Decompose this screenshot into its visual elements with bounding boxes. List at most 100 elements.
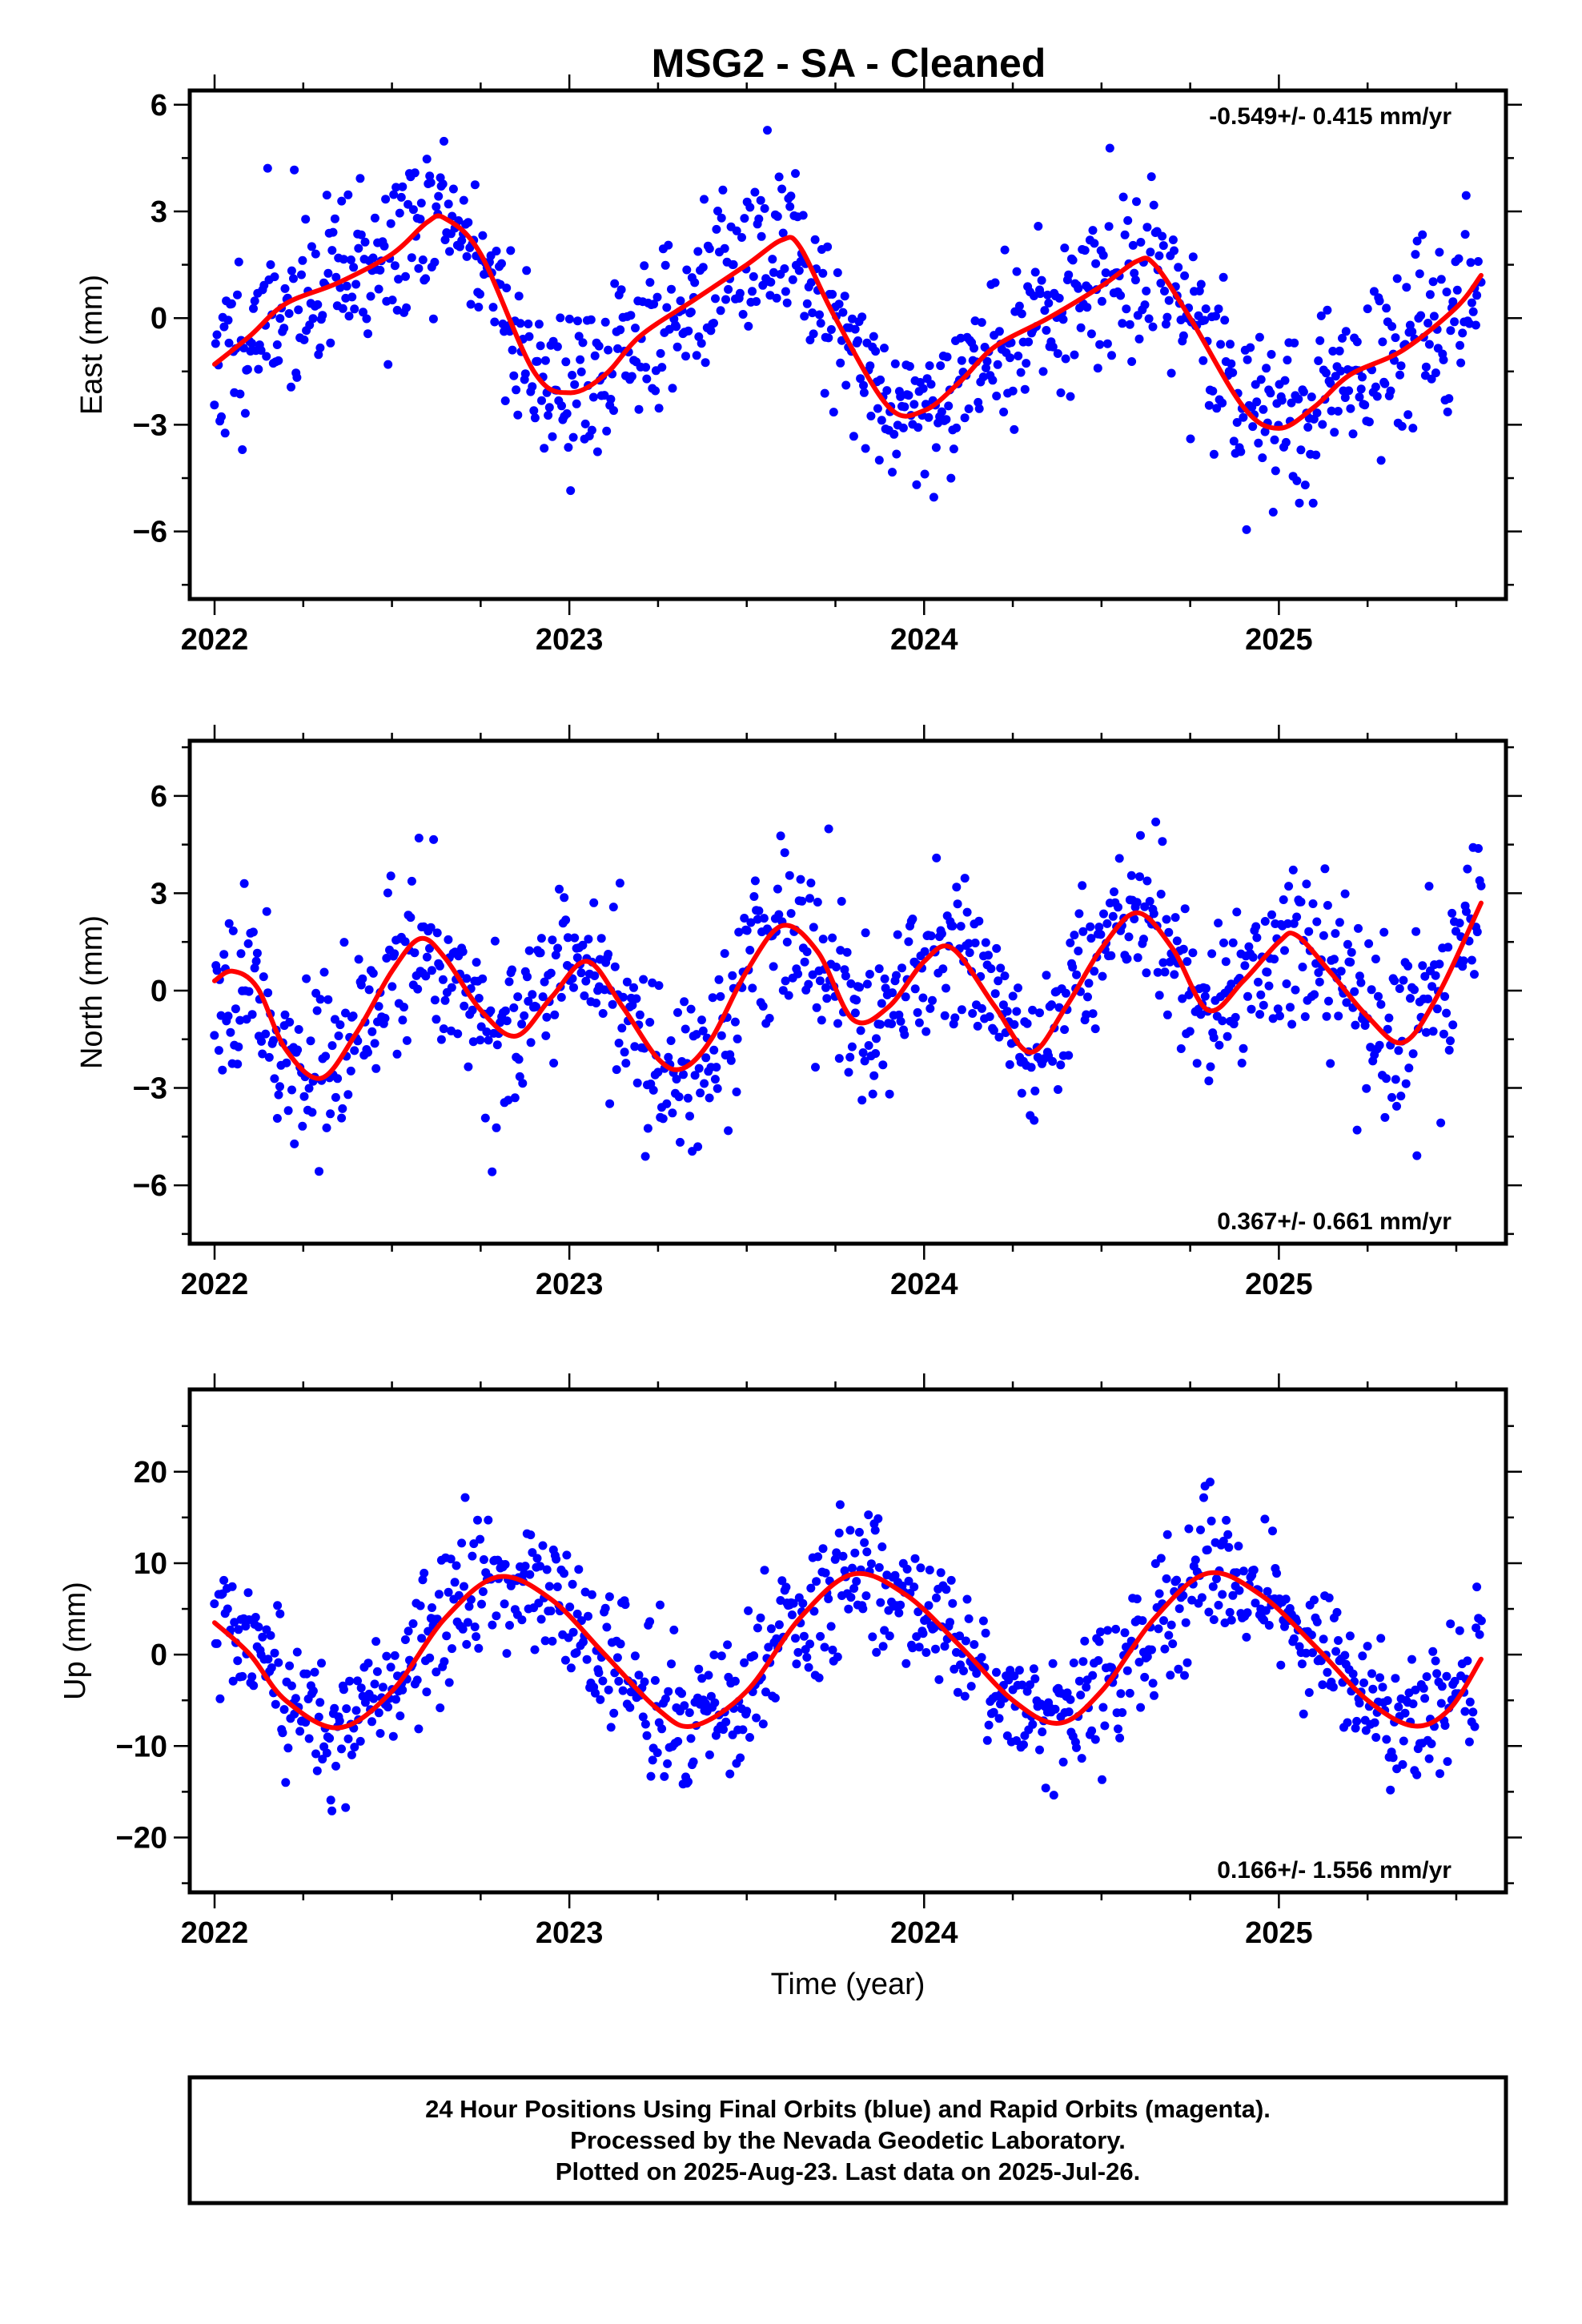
data-point <box>1212 404 1222 413</box>
data-point <box>342 1704 351 1714</box>
data-point <box>1227 359 1236 368</box>
data-point <box>219 322 229 332</box>
data-point <box>1356 978 1366 987</box>
data-point <box>261 1029 271 1039</box>
up-x-tick-label: 2024 <box>890 1916 958 1950</box>
data-point <box>940 1011 950 1020</box>
data-point <box>1472 1582 1482 1592</box>
data-point <box>612 1065 621 1075</box>
data-point <box>640 1152 650 1161</box>
data-point <box>876 1019 885 1029</box>
data-point <box>440 1657 449 1667</box>
data-point <box>828 1645 837 1655</box>
data-point <box>1399 1736 1408 1746</box>
data-point <box>735 288 745 298</box>
data-point <box>1048 1056 1058 1066</box>
data-point <box>730 1676 740 1686</box>
data-point <box>1330 955 1339 964</box>
data-point <box>1086 934 1096 943</box>
data-point <box>548 935 557 945</box>
data-point <box>414 263 424 273</box>
data-point <box>1268 1526 1277 1536</box>
data-point <box>709 319 718 328</box>
data-point <box>1346 404 1355 413</box>
data-point <box>916 1563 926 1573</box>
data-point <box>998 1000 1008 1010</box>
data-point <box>832 963 841 971</box>
data-point <box>1228 1590 1238 1600</box>
data-point <box>757 231 766 241</box>
data-point <box>1359 1678 1368 1687</box>
data-point <box>1356 384 1366 394</box>
data-point <box>600 391 609 400</box>
data-point <box>1096 1627 1105 1637</box>
data-point <box>1072 1743 1081 1752</box>
data-point <box>590 971 600 980</box>
data-point <box>1098 971 1107 981</box>
data-point <box>1252 933 1262 943</box>
data-point <box>1256 990 1266 999</box>
data-point <box>1327 406 1336 416</box>
data-point <box>785 870 794 880</box>
data-point <box>347 1750 356 1759</box>
data-point <box>383 360 393 369</box>
data-point <box>347 292 357 302</box>
data-point <box>504 977 514 987</box>
data-point <box>407 876 416 886</box>
data-point <box>363 1047 372 1057</box>
data-point <box>681 352 690 361</box>
data-point <box>1436 275 1446 284</box>
data-point <box>492 1611 501 1621</box>
data-point <box>247 339 256 348</box>
data-point <box>1029 1664 1038 1674</box>
data-point <box>536 948 545 958</box>
footer-frame <box>187 2075 1508 2205</box>
data-point <box>272 340 282 349</box>
data-point <box>1145 897 1154 906</box>
data-point <box>396 192 406 202</box>
data-point <box>1340 889 1350 899</box>
data-point <box>965 948 974 958</box>
up-x-tick-label: 2023 <box>536 1916 604 1950</box>
data-point <box>1062 1688 1072 1698</box>
data-point <box>981 1628 990 1638</box>
data-point <box>1192 1059 1202 1068</box>
north-plot-frame <box>187 738 1508 1246</box>
east-rate-annotation: -0.549+/- 0.415 mm/yr <box>1209 103 1452 130</box>
data-point <box>327 1806 337 1815</box>
data-point <box>330 1703 339 1713</box>
data-point <box>1321 368 1331 378</box>
data-point <box>871 1049 881 1058</box>
data-point <box>251 956 261 966</box>
data-point <box>802 947 812 956</box>
data-point <box>354 243 363 253</box>
data-point <box>383 1703 393 1712</box>
data-point <box>1364 939 1374 948</box>
data-point <box>592 447 602 456</box>
data-point <box>650 1675 660 1685</box>
data-point <box>1232 907 1242 917</box>
north-x-tick-label: 2023 <box>536 1268 604 1301</box>
data-point <box>450 1578 460 1587</box>
data-point <box>337 1113 347 1123</box>
data-point <box>1470 970 1479 979</box>
data-point <box>312 1766 322 1775</box>
data-point <box>1185 1027 1195 1036</box>
data-point <box>602 1622 612 1632</box>
data-point <box>838 1551 848 1561</box>
data-point <box>985 1012 994 1021</box>
data-point <box>1178 331 1188 340</box>
north-y-tick-label: −6 <box>133 1169 167 1203</box>
data-point <box>1470 1722 1480 1731</box>
data-point <box>439 1024 448 1034</box>
data-point <box>1176 1044 1186 1053</box>
data-point <box>974 916 984 926</box>
data-point <box>857 312 867 322</box>
data-point <box>904 1576 913 1586</box>
data-point <box>1342 998 1351 1007</box>
data-point <box>602 426 612 436</box>
data-point <box>1231 1012 1240 1022</box>
data-point <box>1336 366 1346 376</box>
data-point <box>1120 230 1130 239</box>
